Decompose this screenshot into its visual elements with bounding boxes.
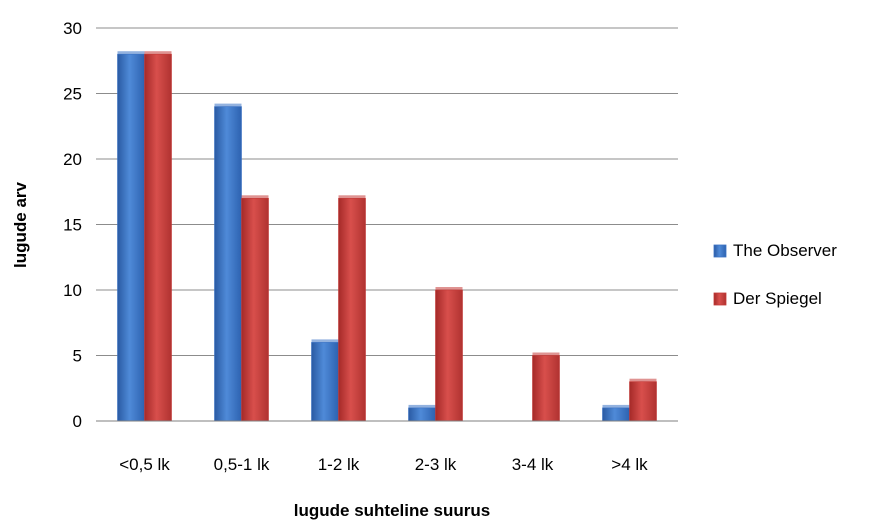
gridlines	[96, 27, 678, 356]
bars	[117, 51, 657, 422]
legend-label: Der Spiegel	[733, 289, 822, 308]
bar-top-highlight	[117, 51, 145, 55]
x-axis-title: lugude suhteline suurus	[294, 501, 490, 520]
bar-der-spiegel	[532, 355, 560, 422]
bar-top-highlight	[311, 339, 339, 343]
bar-top-highlight	[532, 352, 560, 356]
y-tick-label: 30	[63, 19, 82, 38]
bar-top-highlight	[435, 287, 463, 290]
bar-top-highlight	[144, 51, 172, 55]
bar-der-spiegel	[241, 198, 269, 422]
y-tick-label: 10	[63, 281, 82, 300]
y-tick-label: 20	[63, 150, 82, 169]
x-axis-ticks: <0,5 lk 0,5-1 lk 1-2 lk 2-3 lk 3-4 lk >4 lk	[119, 455, 648, 474]
legend-swatch	[713, 244, 727, 258]
bar-top-highlight	[241, 195, 269, 199]
y-tick-label: 0	[73, 412, 82, 431]
x-tick-label: 1-2 lk	[318, 455, 360, 474]
y-axis-title: lugude arv	[11, 181, 30, 268]
bar-top-highlight	[338, 195, 366, 199]
bar-the-observer	[408, 407, 436, 422]
bar-the-observer	[117, 53, 145, 422]
x-tick-label: <0,5 lk	[119, 455, 170, 474]
y-axis-ticks: 0 5 10 15 20 25 30	[63, 19, 82, 431]
bar-the-observer	[602, 407, 630, 422]
bar-der-spiegel	[435, 289, 463, 422]
bar-der-spiegel	[338, 198, 366, 422]
x-tick-label: >4 lk	[611, 455, 648, 474]
x-tick-label: 0,5-1 lk	[214, 455, 270, 474]
bar-top-highlight	[408, 404, 436, 408]
bar-the-observer	[311, 342, 339, 422]
bar-top-highlight	[214, 103, 242, 107]
x-tick-label: 3-4 lk	[512, 455, 554, 474]
bar-der-spiegel	[144, 53, 172, 422]
legend-label: The Observer	[733, 241, 837, 260]
y-tick-label: 5	[73, 347, 82, 366]
x-tick-label: 2-3 lk	[415, 455, 457, 474]
y-tick-label: 25	[63, 85, 82, 104]
legend: The Observer Der Spiegel	[713, 241, 837, 308]
bar-top-highlight	[602, 404, 630, 408]
legend-swatch	[713, 292, 727, 306]
y-tick-label: 15	[63, 216, 82, 235]
bar-top-highlight	[629, 378, 657, 382]
bar-the-observer	[214, 106, 242, 422]
bar-der-spiegel	[629, 381, 657, 422]
